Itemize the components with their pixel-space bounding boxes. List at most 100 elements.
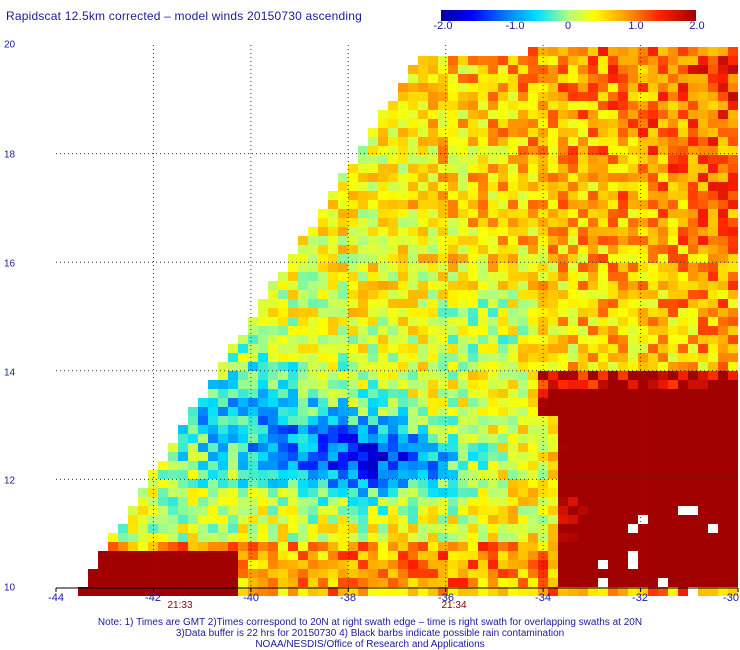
swath-cell [508,389,518,398]
swath-cell [348,263,358,272]
swath-cell [588,299,598,308]
swath-cell [528,308,538,317]
swath-cell [668,56,678,65]
swath-cell [458,398,468,407]
swath-cell [338,308,348,317]
swath-cell [498,380,508,389]
swath-cell [248,353,258,362]
swath-cell [618,47,628,56]
swath-cell [358,488,368,497]
swath-cell [558,65,568,74]
swath-cell [498,236,508,245]
swath-cell [388,425,398,434]
swath-cell [308,461,318,470]
swath-cell [408,524,418,533]
swath-cell [688,245,698,254]
swath-cell [468,515,478,524]
swath-cell [368,362,378,371]
swath-cell [568,245,578,254]
swath-cell [588,443,598,452]
swath-cell [688,290,698,299]
swath-cell [638,74,648,83]
swath-cell [558,452,568,461]
swath-cell [368,389,378,398]
swath-cell [338,551,348,560]
swath-cell [278,515,288,524]
swath-cell [358,299,368,308]
swath-cell [238,578,248,587]
swath-cell [348,461,358,470]
swath-cell [528,299,538,308]
swath-cell [488,254,498,263]
swath-cell [258,560,268,569]
swath-cell [348,290,358,299]
swath-cell [538,272,548,281]
swath-cell [678,542,688,551]
swath-cell [328,434,338,443]
swath-cell [718,362,728,371]
swath-cell [568,209,578,218]
swath-cell [358,434,368,443]
swath-cell [418,74,428,83]
swath-cell [138,560,148,569]
swath-cell [358,578,368,587]
swath-cell [678,74,688,83]
swath-cell [488,83,498,92]
swath-cell [388,182,398,191]
swath-cell [198,506,208,515]
swath-cell [258,326,268,335]
swath-cell [448,191,458,200]
swath-cell [658,101,668,110]
swath-cell [398,308,408,317]
swath-cell [138,533,148,542]
swath-cell [338,560,348,569]
swath-cell [538,326,548,335]
swath-cell [488,335,498,344]
swath-cell [368,434,378,443]
swath-cell [428,524,438,533]
swath-cell [568,200,578,209]
swath-cell [478,425,488,434]
swath-cell [568,218,578,227]
swath-cell [568,470,578,479]
swath-cell [488,560,498,569]
swath-cell [698,326,708,335]
swath-cell [178,452,188,461]
swath-cell [618,380,628,389]
swath-cell [538,182,548,191]
swath-cell [258,497,268,506]
swath-cell [598,335,608,344]
swath-cell [678,308,688,317]
swath-cell [398,191,408,200]
swath-cell [658,191,668,200]
swath-cell [508,326,518,335]
swath-cell [298,434,308,443]
swath-cell [408,551,418,560]
swath-cell [558,164,568,173]
swath-cell [548,326,558,335]
swath-cell [268,299,278,308]
swath-cell [228,362,238,371]
swath-cell [218,416,228,425]
swath-cell [718,65,728,74]
swath-cell [468,551,478,560]
swath-cell [258,335,268,344]
swath-cell [458,560,468,569]
swath-cell [238,416,248,425]
swath-cell [298,236,308,245]
swath-cell [678,272,688,281]
swath-cell [598,308,608,317]
swath-cell [368,470,378,479]
swath-cell [368,425,378,434]
swath-cell [498,317,508,326]
swath-cell [318,389,328,398]
swath-cell [708,542,718,551]
swath-cell [608,407,618,416]
swath-cell [658,434,668,443]
swath-cell [338,389,348,398]
swath-cell [648,191,658,200]
swath-cell [298,443,308,452]
swath-cell [428,56,438,65]
swath-cell [358,353,368,362]
swath-cell [348,434,358,443]
